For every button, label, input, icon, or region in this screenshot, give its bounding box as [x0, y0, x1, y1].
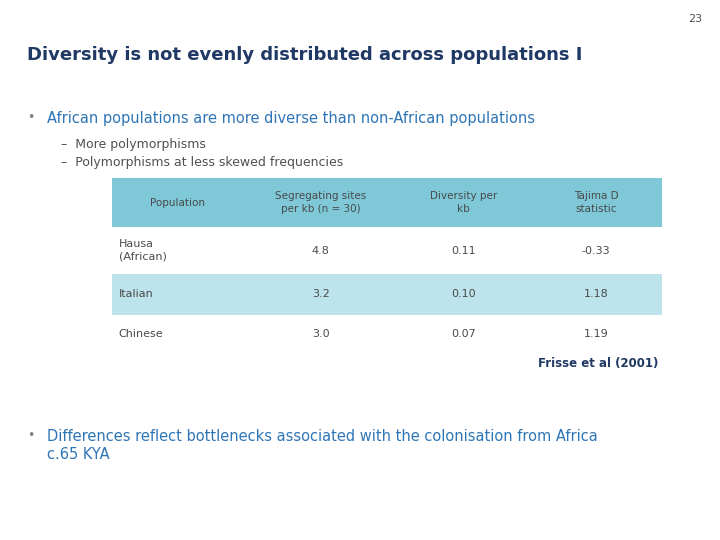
Text: Differences reflect bottlenecks associated with the colonisation from Africa
c.6: Differences reflect bottlenecks associat…: [47, 429, 598, 462]
Text: •: •: [27, 111, 35, 124]
Text: •: •: [27, 429, 35, 442]
Text: Diversity per
kb: Diversity per kb: [430, 192, 498, 214]
Text: 0.11: 0.11: [451, 246, 476, 255]
Bar: [112, 178, 662, 227]
Text: Hausa
(African): Hausa (African): [119, 239, 166, 262]
Bar: [112, 315, 662, 354]
Text: Frisse et al (2001): Frisse et al (2001): [539, 357, 659, 370]
Text: –  Polymorphisms at less skewed frequencies: – Polymorphisms at less skewed frequenci…: [61, 156, 343, 168]
Text: 0.10: 0.10: [451, 289, 476, 299]
Text: 3.2: 3.2: [312, 289, 330, 299]
Text: 3.0: 3.0: [312, 329, 330, 339]
Text: African populations are more diverse than non-African populations: African populations are more diverse tha…: [47, 111, 535, 126]
Text: Tajima D
statistic: Tajima D statistic: [574, 192, 618, 214]
Bar: [112, 274, 662, 315]
Text: Diversity is not evenly distributed across populations I: Diversity is not evenly distributed acro…: [27, 46, 582, 64]
Bar: [112, 227, 662, 274]
Text: Chinese: Chinese: [119, 329, 163, 339]
Text: 4.8: 4.8: [312, 246, 330, 255]
Text: -0.33: -0.33: [582, 246, 611, 255]
Text: Italian: Italian: [119, 289, 153, 299]
Text: Population: Population: [150, 198, 205, 208]
Text: 1.18: 1.18: [584, 289, 608, 299]
Text: 23: 23: [688, 14, 702, 24]
Text: Segregating sites
per kb (n = 30): Segregating sites per kb (n = 30): [275, 192, 366, 214]
Text: 0.07: 0.07: [451, 329, 476, 339]
Text: 1.19: 1.19: [584, 329, 608, 339]
Text: –  More polymorphisms: – More polymorphisms: [61, 138, 206, 151]
